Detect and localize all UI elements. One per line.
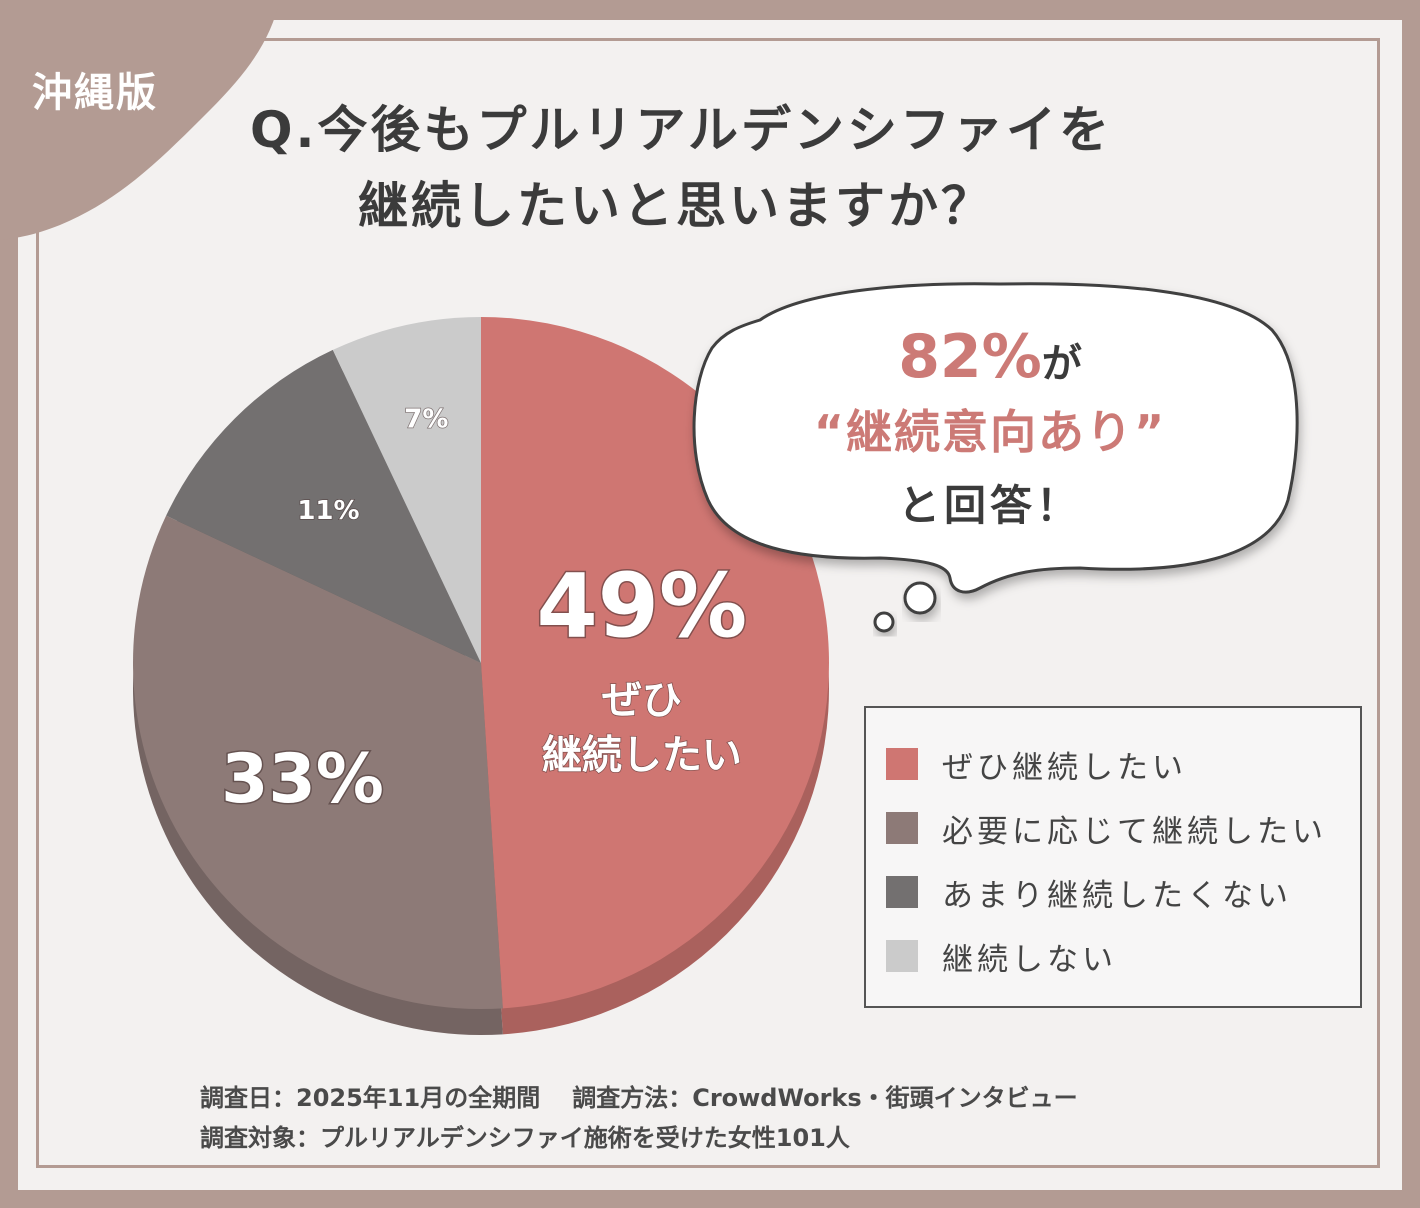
frame-border (36, 38, 1380, 1168)
callout-phrase: “継続意向あり” (813, 405, 1167, 459)
legend-label: 継続しない (942, 941, 1117, 978)
pie-value-label: 33% (221, 740, 384, 819)
survey-date: 調査日：2025年11月の全期間 (200, 1084, 541, 1112)
legend-swatch (886, 940, 918, 972)
pie-value-label: 7% (404, 404, 448, 434)
survey-method: 調査方法：CrowdWorks・街頭インタビュー (572, 1084, 1078, 1112)
pie-slice (132, 515, 503, 1010)
title-line2: 継続したいと思いますか？ (358, 177, 994, 235)
chart-legend: ぜひ継続したい 必要に応じて継続したい あまり継続したくない 継続しない (864, 706, 1362, 1008)
legend-item: ぜひ継続したい (886, 744, 1187, 786)
pie-slice-caption: 継続したい (542, 732, 742, 778)
callout-text: 82%が “継続意向あり” と回答！ (710, 322, 1270, 533)
survey-target: 調査対象：プルリアルデンシファイ施術を受けた女性101人 (200, 1124, 850, 1152)
callout-percent: 82% (898, 322, 1042, 392)
page-title: Q.今後もプルリアルデンシファイを 継続したいと思いますか？ (250, 92, 1270, 244)
pie-slice (332, 317, 481, 663)
pie-labels: 49% ぜひ継続したい 33% 11% 7% (220, 404, 749, 821)
title-line1: Q.今後もプルリアルデンシファイを (250, 101, 1112, 159)
legend-item: 必要に応じて継続したい (886, 808, 1327, 850)
pie-slice-caption: ぜひ (602, 677, 682, 723)
survey-footer: 調査日：2025年11月の全期間 調査方法：CrowdWorks・街頭インタビュー… (200, 1078, 1078, 1158)
legend-label: 必要に応じて継続したい (942, 813, 1327, 850)
pie-value-label: 11% (297, 496, 359, 526)
legend-swatch (886, 748, 918, 780)
legend-label: ぜひ継続したい (942, 749, 1187, 786)
callout-tail: と回答！ (897, 481, 1082, 530)
corner-tab-shape (0, 0, 280, 240)
callout-particle: が (1041, 341, 1082, 387)
legend-item: あまり継続したくない (886, 872, 1292, 914)
pie-slice (166, 349, 481, 663)
legend-item: 継続しない (886, 936, 1117, 978)
region-badge: 沖縄版 (32, 70, 158, 116)
legend-label: あまり継続したくない (942, 877, 1292, 914)
pie-value-label: 49% (537, 554, 748, 657)
legend-swatch (886, 812, 918, 844)
legend-swatch (886, 876, 918, 908)
